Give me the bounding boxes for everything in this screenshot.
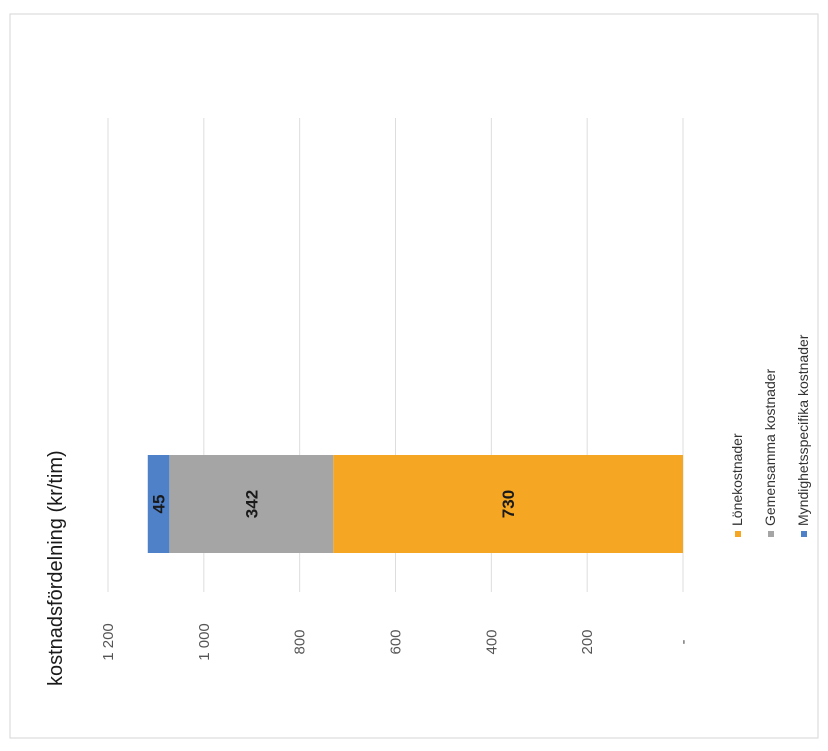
tick-label: 200: [579, 629, 596, 654]
legend-swatch: [735, 531, 741, 537]
tick-label: 1 200: [100, 623, 117, 661]
legend-label: Myndighetsspecifika kostnader: [795, 334, 811, 526]
chart-border: [9, 13, 819, 739]
legend-swatch: [801, 531, 807, 537]
data-label: 730: [499, 490, 518, 518]
data-labels: 730 342 45: [150, 490, 519, 518]
value-axis-ticks: - 200 400 600 800 1 000 1 200: [100, 623, 692, 661]
chart-title: kostnadsfördelning (kr/tim): [45, 450, 67, 686]
stacked-bar: [147, 455, 683, 553]
bar-segment: [333, 455, 683, 553]
bar-segment: [169, 455, 334, 553]
tick-label: 400: [483, 629, 500, 654]
tick-label: 800: [292, 629, 309, 654]
gridlines: [107, 118, 684, 592]
legend-label: Lönekostnader: [729, 433, 745, 526]
legend-swatch: [768, 531, 774, 537]
legend: Lönekostnader Gemensamma kostnader Myndigh…: [729, 334, 811, 537]
legend-label: Gemensamma kostnader: [762, 368, 778, 526]
data-label: 342: [242, 490, 261, 518]
bar-segment: [147, 455, 170, 553]
data-label: 45: [150, 495, 169, 514]
tick-label: 1 000: [196, 623, 213, 661]
tick-label: 600: [388, 629, 405, 654]
tick-label: -: [675, 640, 692, 645]
